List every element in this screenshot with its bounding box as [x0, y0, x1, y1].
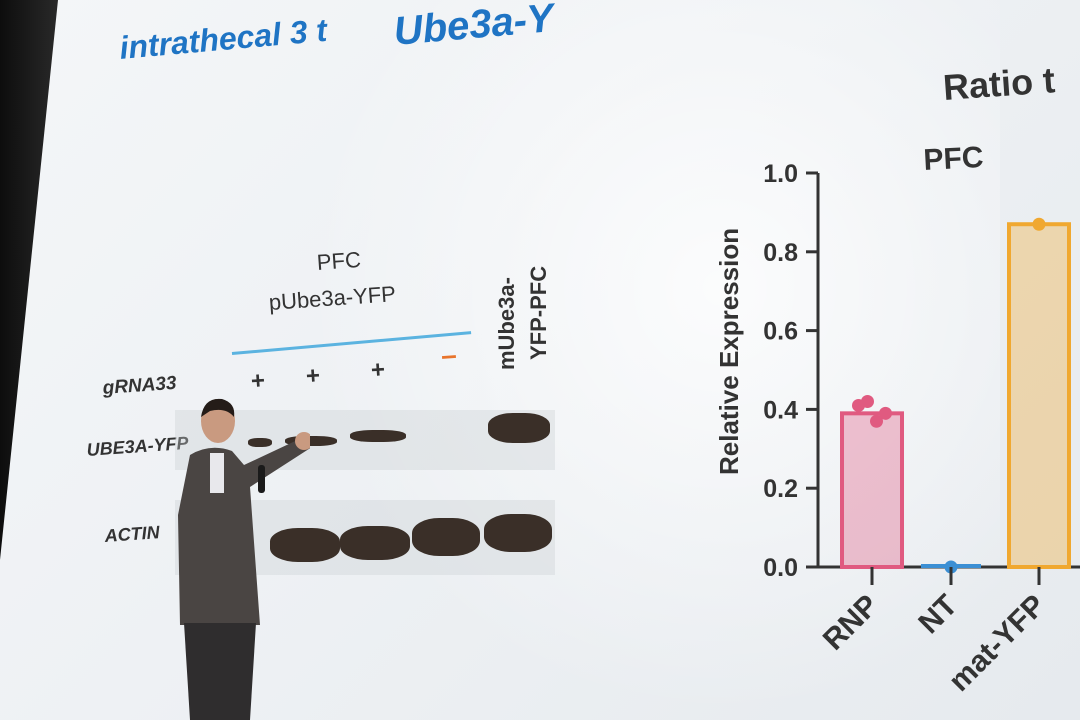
y-tick-label-5: 1.0 — [763, 160, 798, 188]
band-actin-lane2 — [340, 526, 410, 560]
row-label-grna33: gRNA33 — [102, 372, 178, 399]
lane-sign-1: + — [250, 367, 266, 395]
presenter-jacket — [178, 435, 310, 625]
point-2-0 — [1032, 217, 1046, 231]
x-label-1: NT — [912, 589, 964, 641]
lane-sign-3: + — [370, 356, 386, 384]
slide-title-line1: intrathecal 3 t — [118, 11, 329, 66]
expression-bar-chart: Ratio t PFC Relative Expression 0.0 0.2 0.… — [714, 59, 1080, 698]
band-ube3a-control — [488, 413, 550, 443]
control-label-line2: YFP-PFC — [526, 265, 551, 360]
point-0-3 — [879, 406, 892, 420]
band-actin-lane1 — [270, 528, 340, 562]
presenter-hair — [201, 398, 235, 417]
y-tick-label-4: 0.8 — [763, 239, 798, 267]
x-label-0: RNP — [817, 589, 885, 657]
band-actin-control — [484, 514, 552, 552]
presenter-microphone — [258, 465, 265, 493]
presenter-figure — [178, 398, 310, 720]
bar-2 — [1007, 222, 1071, 569]
presenter-shirt — [210, 453, 224, 493]
band-ube3a-lane2 — [285, 436, 337, 446]
y-tick-label-1: 0.2 — [763, 475, 798, 503]
screen-glow — [300, 0, 1000, 720]
row-label-actin: ACTIN — [104, 522, 161, 546]
x-label-2: mat-YFP — [943, 589, 1052, 698]
lane-sign-2: + — [305, 362, 321, 390]
chart-ylabel: Relative Expression — [714, 228, 744, 475]
chart-title: Ratio t — [942, 59, 1057, 108]
control-label-line1: mUbe3a- — [494, 277, 519, 370]
presenter-hand — [295, 432, 310, 450]
band-ube3a-lane3 — [350, 430, 406, 442]
chart-subtitle: PFC — [923, 141, 985, 177]
bars — [840, 217, 1071, 585]
lane-sign-4: – — [440, 338, 458, 371]
presenter-pants — [184, 623, 256, 720]
y-tick-label-0: 0.0 — [763, 554, 798, 582]
point-0-1 — [861, 395, 874, 409]
y-tick-label-2: 0.4 — [763, 396, 798, 424]
bar-0 — [840, 411, 904, 569]
point-0-2 — [870, 414, 883, 428]
band-actin-lane3 — [412, 518, 480, 556]
band-ube3a-lane1 — [248, 438, 272, 447]
blot-header-line1: PFC — [316, 246, 362, 275]
y-tick-label-3: 0.6 — [763, 318, 798, 346]
